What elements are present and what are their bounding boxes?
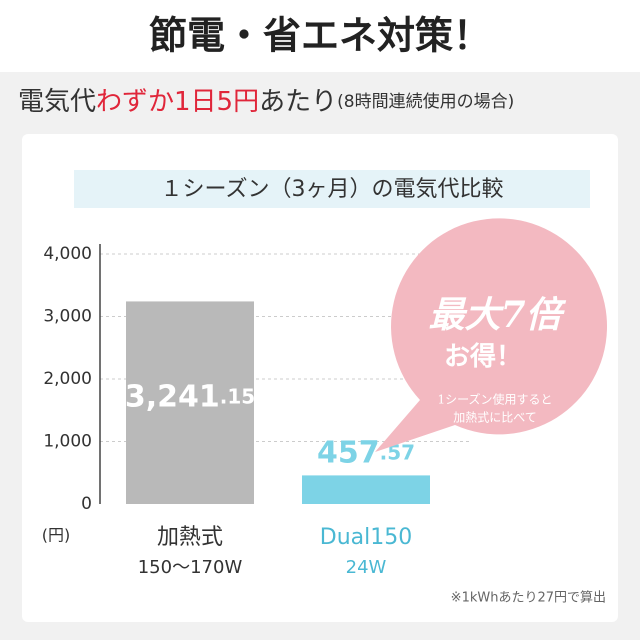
x-tick-sublabel: 150〜170W xyxy=(138,557,243,578)
value-label: 457.57 xyxy=(317,435,415,470)
y-tick-label: 4,000 xyxy=(43,244,92,264)
y-tick-label: 2,000 xyxy=(43,369,92,389)
footnote: ※1kWhあたり27円で算出 xyxy=(451,591,606,606)
value-label: 3,241.15 xyxy=(125,379,255,414)
value-label-part: .15 xyxy=(220,384,255,408)
headline: 節電・省エネ対策！ xyxy=(149,14,491,58)
chart-title: １シーズン（3ヶ月）の電気代比較 xyxy=(161,177,504,202)
y-tick-label: 0 xyxy=(81,494,92,514)
header-band xyxy=(0,0,640,72)
x-tick-label: Dual150 xyxy=(320,525,412,550)
bar xyxy=(126,301,254,504)
callout-main: 最大7倍 xyxy=(428,294,566,336)
subtitle-highlight: わずか1日5円 xyxy=(96,87,259,117)
y-tick-label: 3,000 xyxy=(43,307,92,327)
callout-sub: お得！ xyxy=(444,342,522,372)
value-label-part: 457 xyxy=(317,435,380,470)
y-tick-label: 1,000 xyxy=(43,432,92,452)
subtitle-part: 電気代 xyxy=(18,87,96,117)
chart-title-band xyxy=(74,170,590,208)
callout-note: 1シーズン使用すると xyxy=(437,392,552,407)
subtitle-note: (8時間連続使用の場合) xyxy=(337,91,514,112)
y-unit: (円) xyxy=(42,526,71,545)
subtitle-part: あたり xyxy=(259,87,337,117)
bar xyxy=(302,475,430,504)
subtitle: 電気代わずか1日5円あたり(8時間連続使用の場合) xyxy=(18,87,514,117)
x-tick-sublabel: 24W xyxy=(346,557,387,578)
callout-note: 加熱式に比べて xyxy=(453,411,537,425)
callout-bubble xyxy=(375,218,608,452)
x-tick-label: 加熱式 xyxy=(157,525,223,550)
value-label-part: 3,241 xyxy=(125,379,220,414)
